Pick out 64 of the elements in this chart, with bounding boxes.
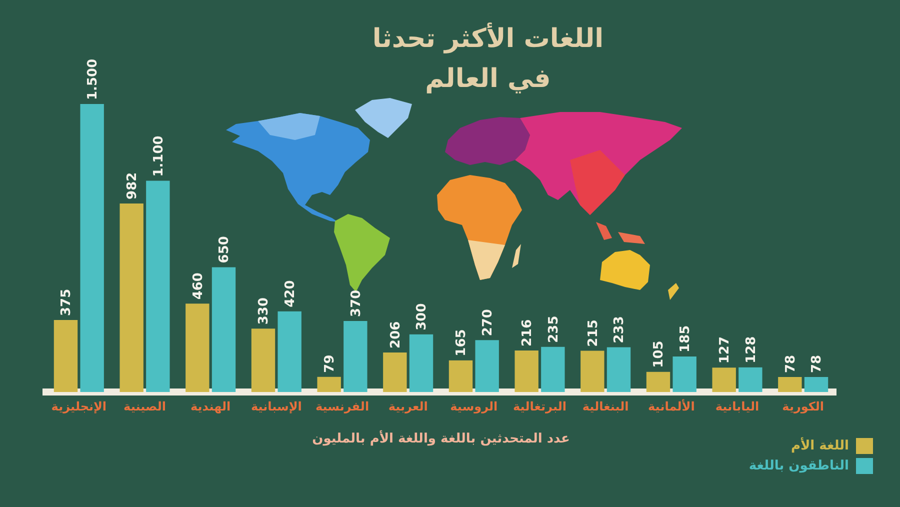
bar	[146, 180, 170, 392]
data-label: 215	[586, 320, 601, 347]
data-label: 206	[388, 321, 404, 348]
data-label: 78	[810, 354, 825, 374]
data-label: 78	[783, 354, 798, 374]
bar	[186, 304, 210, 392]
bar	[514, 350, 538, 392]
x-tick-label: اليابانية	[715, 399, 760, 414]
data-label: 370	[348, 290, 364, 317]
x-tick-label: الفرنسية	[315, 399, 370, 414]
bar	[344, 320, 368, 392]
bar	[580, 350, 604, 392]
data-label: 79	[322, 354, 338, 373]
data-label: 375	[59, 288, 74, 316]
x-tick-label: الصينية	[124, 399, 166, 414]
bar	[317, 376, 341, 392]
bar	[738, 367, 762, 392]
data-label: 216	[520, 319, 535, 347]
data-label: 982	[124, 172, 140, 200]
bar	[409, 334, 434, 392]
bar	[278, 311, 302, 392]
x-tick-label: الهندية	[190, 399, 231, 414]
data-label: 185	[678, 325, 693, 352]
x-tick-label: الروسية	[450, 399, 498, 414]
x-tick-label: الإنجليزية	[51, 399, 107, 414]
data-label: 300	[414, 303, 430, 330]
bar	[646, 372, 670, 392]
data-label: 128	[744, 336, 759, 364]
bar	[120, 203, 144, 392]
data-label: 460	[190, 272, 206, 300]
data-label: 1.500	[85, 58, 100, 100]
legend-label: الناطقون باللغة	[748, 458, 849, 474]
data-label: 330	[256, 298, 272, 325]
chart-title: اللغات الأكثر تحدثا في العالم	[372, 22, 604, 94]
data-label: 650	[217, 236, 232, 264]
bar	[712, 368, 736, 392]
data-label: 127	[717, 336, 732, 364]
data-label: 420	[282, 280, 298, 308]
x-tick-label: الكورية	[782, 399, 824, 414]
bar	[475, 340, 499, 392]
data-label: 233	[612, 316, 628, 344]
data-label: 1.100	[151, 136, 166, 177]
bar	[383, 352, 407, 392]
bar	[804, 377, 828, 392]
bar	[212, 267, 236, 392]
x-tick-label: الألمانية	[648, 398, 695, 414]
bar	[672, 356, 696, 392]
x-tick-label: العربية	[388, 399, 428, 414]
bar	[541, 346, 565, 392]
data-label: 165	[454, 329, 470, 356]
legend-label: اللغة الأم	[790, 436, 849, 454]
data-label: 105	[652, 340, 667, 368]
data-label: 235	[546, 316, 562, 343]
bar	[606, 347, 631, 392]
bar	[778, 377, 802, 392]
x-axis-title: عدد المتحدثين باللغة واللغة الأم بالمليون	[312, 430, 570, 447]
x-tick-label: البرتغالية	[513, 399, 566, 414]
x-tick-label: الإسبانية	[250, 399, 302, 414]
bar	[251, 328, 276, 392]
bar	[80, 104, 104, 392]
bar	[54, 320, 78, 392]
bar	[448, 360, 473, 392]
x-tick-label: البنغالية	[582, 399, 629, 414]
data-label: 270	[480, 309, 496, 336]
